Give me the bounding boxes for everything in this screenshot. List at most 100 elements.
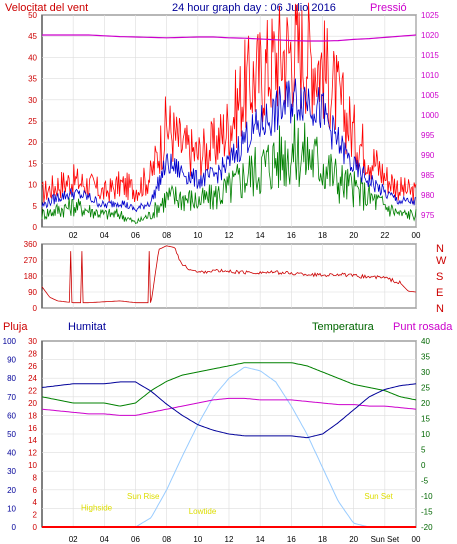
pressure-tick: 990 bbox=[421, 151, 435, 160]
x-tick-label: 04 bbox=[100, 231, 109, 240]
humidity-axis: 0 10 20 30 40 50 60 70 80 90 100 bbox=[3, 337, 17, 532]
sun-tide-label: Highside bbox=[81, 503, 113, 512]
x-tick-label: 16 bbox=[287, 231, 296, 240]
x-tick-label: 22 bbox=[380, 231, 389, 240]
wind-speed-tick: 10 bbox=[28, 181, 37, 190]
wind-speed-tick: 5 bbox=[33, 202, 38, 211]
pressure-tick: 1010 bbox=[421, 71, 439, 80]
x-tick-label: 12 bbox=[225, 231, 234, 240]
wind-speed-title: Velocitat del vent bbox=[5, 2, 88, 14]
humidity-tick: 50 bbox=[7, 430, 16, 439]
humidity-tick: 70 bbox=[7, 393, 16, 402]
pressure-tick: 1020 bbox=[421, 31, 439, 40]
wind-speed-tick: 30 bbox=[28, 96, 37, 105]
x-tick-label: 10 bbox=[193, 535, 202, 544]
pressure-axis: 975 980 985 990 995 1000 1005 1010 1015 1020 1025 bbox=[421, 11, 439, 220]
rain-tick: 12 bbox=[28, 449, 37, 458]
rain-tick: 18 bbox=[28, 411, 37, 420]
wind-speed-tick: 20 bbox=[28, 138, 37, 147]
pressure-tick: 1005 bbox=[421, 91, 439, 100]
wind-time-axis: 02 04 06 08 10 12 14 16 18 20 22 00 bbox=[69, 231, 421, 240]
wind-speed-axis: 0 5 10 15 20 25 30 35 40 45 50 bbox=[28, 11, 37, 232]
direction-degree-tick: 0 bbox=[33, 304, 38, 313]
sun-tide-label: Sun Rise bbox=[127, 492, 160, 501]
direction-series bbox=[41, 245, 417, 304]
humidity-tick: 10 bbox=[7, 504, 16, 513]
pressure-line bbox=[42, 34, 417, 42]
temperature-tick: 25 bbox=[421, 384, 430, 393]
temperature-tick: -10 bbox=[421, 492, 433, 501]
wind-series bbox=[41, 2, 417, 224]
temperature-tick: 0 bbox=[421, 461, 426, 470]
wind-low-line bbox=[41, 114, 417, 224]
humidity-tick: 0 bbox=[12, 523, 17, 532]
x-tick-label: 08 bbox=[162, 231, 171, 240]
humidity-line bbox=[41, 381, 417, 439]
sun-tide-label: Lowtide bbox=[189, 507, 217, 516]
rain-tick: 10 bbox=[28, 461, 37, 470]
wind-speed-tick: 25 bbox=[28, 117, 37, 126]
humidity-tick: 80 bbox=[7, 374, 16, 383]
direction-degree-tick: 360 bbox=[24, 240, 38, 249]
wind-speed-tick: 0 bbox=[33, 223, 38, 232]
x-tick-label: 08 bbox=[162, 535, 171, 544]
humidity-series bbox=[41, 362, 417, 528]
compass-tick: S bbox=[436, 271, 443, 283]
temperature-tick: -15 bbox=[421, 508, 433, 517]
x-tick-label: 20 bbox=[349, 231, 358, 240]
pressure-tick: 1015 bbox=[421, 51, 439, 60]
humidity-tick: 90 bbox=[7, 356, 16, 365]
compass-tick: E bbox=[436, 287, 443, 299]
rain-tick: 22 bbox=[28, 387, 37, 396]
direction-degree-tick: 180 bbox=[24, 272, 38, 281]
wind-speed-tick: 15 bbox=[28, 159, 37, 168]
rain-tick: 6 bbox=[33, 486, 38, 495]
dewpoint-title: Punt rosada bbox=[393, 321, 453, 333]
temperature-line bbox=[41, 362, 417, 407]
rain-tick: 4 bbox=[33, 498, 38, 507]
pressure-tick: 1000 bbox=[421, 111, 439, 120]
temperature-tick: 30 bbox=[421, 368, 430, 377]
sun-tide-label: Sun Set bbox=[364, 492, 393, 501]
wind-speed-tick: 50 bbox=[28, 11, 37, 20]
humidity-grid bbox=[42, 340, 417, 528]
temperature-tick: 10 bbox=[421, 430, 430, 439]
x-tick-label: Sun Set bbox=[371, 535, 400, 544]
x-tick-label: 02 bbox=[69, 535, 78, 544]
dewpoint-line bbox=[41, 397, 417, 416]
chart-title: 24 hour graph day : 06 Julio 2016 bbox=[172, 2, 336, 14]
rain-tick: 8 bbox=[33, 473, 38, 482]
temperature-tick: 40 bbox=[421, 337, 430, 346]
rain-tick: 24 bbox=[28, 374, 37, 383]
temperature-tick: 15 bbox=[421, 415, 430, 424]
x-tick-label: 04 bbox=[100, 535, 109, 544]
direction-degree-tick: 270 bbox=[24, 256, 38, 265]
temperature-tick: 20 bbox=[421, 399, 430, 408]
direction-degree-tick: 90 bbox=[28, 288, 37, 297]
rain-tick: 28 bbox=[28, 349, 37, 358]
humidity-title: Humitat bbox=[68, 321, 106, 333]
rain-tick: 20 bbox=[28, 399, 37, 408]
pressure-tick: 980 bbox=[421, 191, 435, 200]
x-tick-label: 10 bbox=[193, 231, 202, 240]
rain-tick: 16 bbox=[28, 424, 37, 433]
pressure-tick: 985 bbox=[421, 171, 435, 180]
sun-tide-annotations: Highside Sun Rise Lowtide Sun Set bbox=[81, 492, 394, 516]
pressure-tick: 975 bbox=[421, 211, 435, 220]
rain-tick: 26 bbox=[28, 362, 37, 371]
x-tick-label: 06 bbox=[131, 231, 140, 240]
x-tick-label: 20 bbox=[349, 535, 358, 544]
temperature-axis: -20 -15 -10 -5 0 5 10 15 20 25 30 35 40 bbox=[421, 337, 433, 532]
humidity-tick: 100 bbox=[3, 337, 17, 346]
direction-grid bbox=[42, 243, 417, 309]
humidity-tick: 60 bbox=[7, 411, 16, 420]
wind-speed-tick: 45 bbox=[28, 32, 37, 41]
rain-tick: 2 bbox=[33, 511, 38, 520]
x-tick-label: 14 bbox=[256, 535, 265, 544]
compass-tick: N bbox=[436, 303, 444, 315]
rain-title: Pluja bbox=[3, 321, 28, 333]
pressure-tick: 1025 bbox=[421, 11, 439, 20]
wind-direction-line bbox=[41, 245, 417, 304]
